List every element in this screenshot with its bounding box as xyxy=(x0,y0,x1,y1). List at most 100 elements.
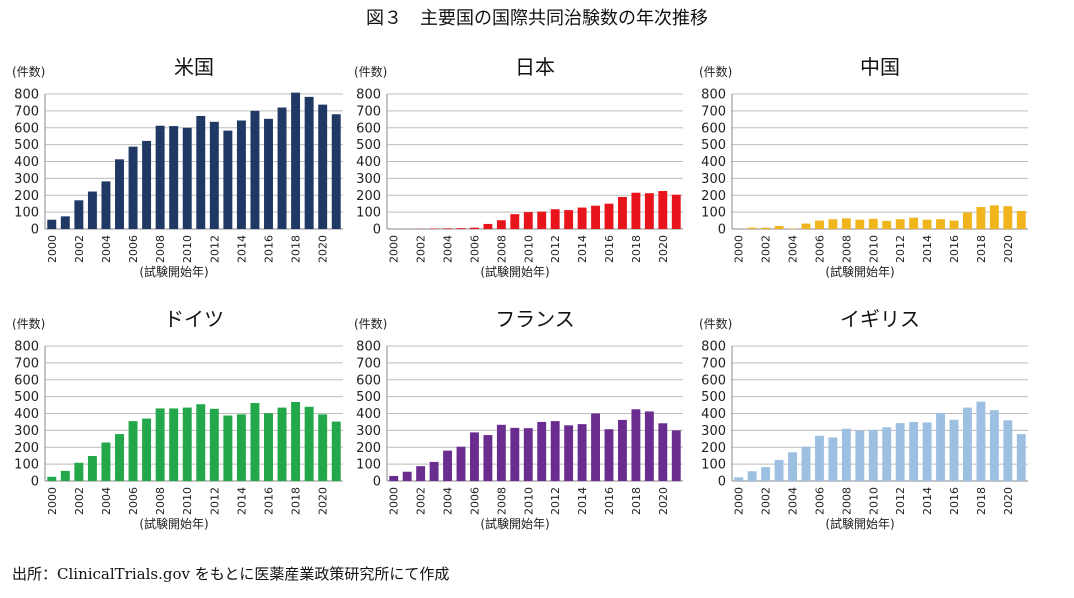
bar-2020 xyxy=(658,191,668,229)
bar-2014 xyxy=(577,207,587,229)
bar-2021 xyxy=(1016,434,1026,481)
x-tick-label: 2010 xyxy=(522,235,535,263)
chart-title: 日本 xyxy=(515,55,555,79)
y-tick-label: 100 xyxy=(701,458,726,473)
bar-2014 xyxy=(577,424,587,481)
bar-2004 xyxy=(101,181,111,229)
x-tick-label: 2012 xyxy=(549,235,562,263)
x-axis-label: (試験開始年) xyxy=(139,264,208,279)
bar-2018 xyxy=(631,409,641,481)
bar-2013 xyxy=(223,415,233,481)
x-tick-label: 2018 xyxy=(630,487,643,515)
bar-2012 xyxy=(209,121,219,229)
x-tick-label: 2006 xyxy=(813,487,826,515)
bar-2016 xyxy=(264,413,273,481)
y-tick-label: 100 xyxy=(14,458,39,473)
bar-2001 xyxy=(747,227,757,229)
x-tick-label: 2020 xyxy=(1002,487,1015,515)
bar-2011 xyxy=(882,427,892,481)
x-tick-label: 2006 xyxy=(468,487,481,515)
x-tick-label: 2004 xyxy=(442,487,455,515)
bar-2008 xyxy=(155,125,165,229)
x-tick-label: 2000 xyxy=(388,235,401,263)
figure-title: 図３ 主要国の国際共同治験数の年次推移 xyxy=(366,8,708,29)
bar-2011 xyxy=(196,404,206,481)
bar-2017 xyxy=(963,407,972,481)
bar-2004 xyxy=(788,228,797,229)
x-tick-label: 2020 xyxy=(1002,235,1015,263)
bar-2012 xyxy=(895,423,905,481)
bar-2006 xyxy=(128,421,138,481)
bar-2010 xyxy=(868,218,878,229)
bar-2019 xyxy=(644,193,654,229)
bar-2014 xyxy=(922,219,932,229)
x-tick-label: 2020 xyxy=(657,235,670,263)
x-tick-label: 2008 xyxy=(495,235,508,263)
bar-2017 xyxy=(618,196,627,229)
x-tick-label: 2020 xyxy=(317,487,330,515)
x-tick-label: 2008 xyxy=(495,487,508,515)
bar-2005 xyxy=(801,446,811,481)
x-tick-label: 2016 xyxy=(948,487,961,515)
x-tick-label: 2020 xyxy=(657,487,670,515)
bar-2011 xyxy=(537,211,547,229)
y-tick-label: 400 xyxy=(14,407,39,422)
bar-2010 xyxy=(523,428,533,481)
y-tick-label: 0 xyxy=(718,223,726,238)
x-tick-label: 2004 xyxy=(100,235,113,263)
y-tick-label: 300 xyxy=(701,172,726,187)
x-tick-label: 2002 xyxy=(415,487,428,515)
y-tick-label: 700 xyxy=(14,104,39,119)
bar-2015 xyxy=(250,403,260,481)
x-tick-label: 2008 xyxy=(840,235,853,263)
x-axis-label: (試験開始年) xyxy=(139,516,208,531)
bar-2001 xyxy=(402,471,412,481)
x-tick-label: 2014 xyxy=(235,235,248,263)
bar-2004 xyxy=(443,450,452,481)
x-axis-label: (試験開始年) xyxy=(825,264,894,279)
bar-2006 xyxy=(815,220,824,229)
x-tick-label: 2006 xyxy=(813,235,826,263)
bar-2018 xyxy=(976,207,986,229)
source-note: 出所：ClinicalTrials.gov をもとに医薬産業政策研究所にて作成 xyxy=(12,565,450,583)
bar-2018 xyxy=(976,401,986,481)
x-tick-label: 2008 xyxy=(840,487,853,515)
x-tick-label: 2014 xyxy=(576,235,589,263)
x-tick-label: 2004 xyxy=(787,235,800,263)
bar-2009 xyxy=(855,219,865,229)
y-tick-label: 0 xyxy=(373,475,381,490)
bar-2001 xyxy=(747,471,757,481)
bar-2000 xyxy=(389,475,399,481)
x-tick-label: 2012 xyxy=(208,487,221,515)
bar-2016 xyxy=(264,118,273,229)
y-tick-label: 500 xyxy=(356,138,381,153)
x-tick-label: 2014 xyxy=(235,487,248,515)
x-tick-label: 2014 xyxy=(921,235,934,263)
y-tick-label: 100 xyxy=(14,206,39,221)
bar-2019 xyxy=(989,205,999,229)
bar-2019 xyxy=(644,411,654,481)
y-tick-label: 200 xyxy=(701,441,726,456)
y-tick-label: 800 xyxy=(14,340,39,355)
bar-2008 xyxy=(841,218,851,229)
x-tick-label: 2004 xyxy=(442,235,455,263)
bar-2010 xyxy=(868,429,878,481)
y-tick-label: 400 xyxy=(356,155,381,170)
bar-2006 xyxy=(128,146,138,229)
chart-title: ドイツ xyxy=(164,307,224,331)
bar-2004 xyxy=(788,452,797,481)
bar-2009 xyxy=(855,430,865,481)
bar-2008 xyxy=(841,428,851,481)
chart-title: 米国 xyxy=(174,55,214,79)
bar-2010 xyxy=(182,127,192,229)
bar-2002 xyxy=(416,466,426,481)
y-tick-label: 700 xyxy=(14,356,39,371)
bar-2018 xyxy=(291,92,301,230)
bar-2015 xyxy=(591,413,600,481)
bar-2015 xyxy=(936,412,945,481)
bar-2006 xyxy=(815,435,824,481)
bar-2013 xyxy=(564,210,574,229)
y-tick-label: 500 xyxy=(14,390,39,405)
bar-2005 xyxy=(456,446,466,481)
